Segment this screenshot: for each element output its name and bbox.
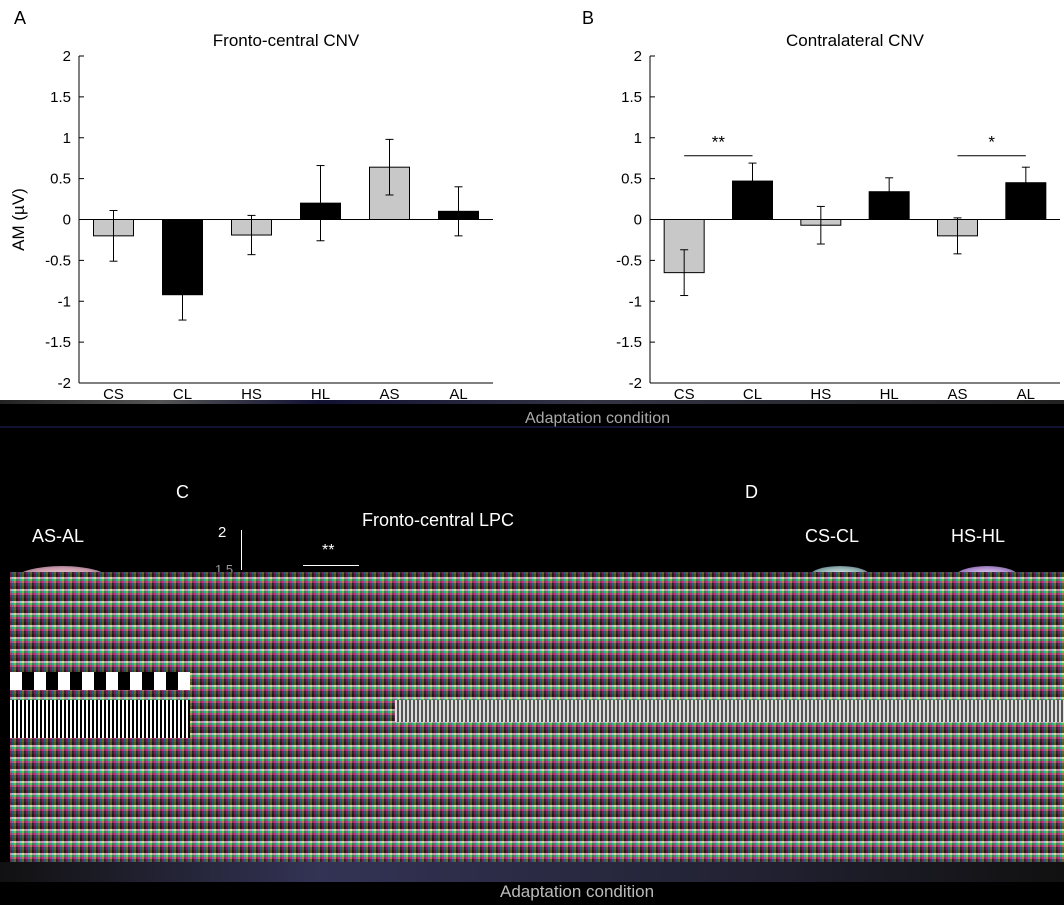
chart-b-category-label: HL (880, 386, 899, 400)
chart-b-category-label: CL (743, 386, 762, 400)
chart-a-ylabel: AM (µV) (9, 188, 28, 251)
chart-a-ytick-label: 1 (63, 130, 71, 147)
topomap-label-2: CS-CL (805, 526, 860, 546)
chart-b: -2 -1.5 -1 -0.5 0 0.5 1 1.5 2 Contralateral CNV CS… (616, 31, 1060, 403)
chart-a-ytick-label: -1 (58, 293, 71, 310)
chart-b-category-label: CS (674, 386, 695, 400)
chart-a-ytick-label: -2 (58, 375, 71, 392)
chart-b-ytick-label: 0.5 (621, 171, 642, 188)
corrupted-band (395, 700, 1064, 722)
chart-c-title: Fronto-central LPC (362, 510, 515, 530)
panel-letter-d: D (745, 482, 758, 502)
chart-b-category-label: AL (1017, 386, 1035, 400)
chart-a-title: Fronto-central CNV (213, 31, 360, 50)
chart-c-y-axis (241, 530, 242, 570)
chart-b-sig-label: ** (712, 133, 726, 152)
topomap-label-3: HS-HL (951, 526, 1006, 546)
chart-a-ytick-label: -1.5 (45, 334, 71, 351)
chart-a-category-label: HL (311, 386, 330, 400)
chart-b-ytick-label: -1 (629, 293, 642, 310)
chart-a-category-label: AL (449, 386, 467, 400)
separator-band (0, 400, 1064, 404)
chart-a-category-label: AS (379, 386, 399, 400)
chart-b-category-label: HS (810, 386, 831, 400)
chart-b-ytick-label: 2 (634, 48, 642, 65)
chart-a-ytick-label: -0.5 (45, 252, 71, 269)
chart-c-ytick-top: 2 (218, 524, 227, 541)
chart-c-sig-line (303, 565, 359, 566)
chart-a-ytick-label: 1.5 (50, 89, 71, 106)
chart-b-title: Contralateral CNV (786, 31, 925, 50)
figure-top-half: A B -2 -1.5 -1 -0.5 0 0.5 1 1.5 2 Fronto-central … (0, 0, 1064, 403)
chart-a-ytick-label: 2 (63, 48, 71, 65)
chart-a-category-label: CL (173, 386, 192, 400)
chart-a: -2 -1.5 -1 -0.5 0 0.5 1 1.5 2 Fronto-central CNV A… (9, 31, 493, 403)
separator-line (0, 426, 1064, 428)
corrupted-stripes (10, 700, 190, 738)
chart-a-ytick-label: 0 (63, 212, 71, 229)
chart-a-category-label: HS (241, 386, 262, 400)
corrupted-footer-band (0, 862, 1064, 882)
panel-letter-b: B (582, 8, 594, 28)
chart-b-ytick-label: 0 (634, 212, 642, 229)
chart-b-ytick-label: -2 (629, 375, 642, 392)
bar-charts-svg: A B -2 -1.5 -1 -0.5 0 0.5 1 1.5 2 Fronto-central … (9, 8, 1060, 403)
panel-letter-a: A (14, 8, 26, 28)
chart-a-ytick-label: 0.5 (50, 171, 71, 188)
chart-b-ytick-label: 1 (634, 130, 642, 147)
chart-b-category-label: AS (947, 386, 967, 400)
panel-letter-c: C (176, 482, 189, 502)
chart-b-ytick-label: -0.5 (616, 252, 642, 269)
chart-b-ytick-label: 1.5 (621, 89, 642, 106)
chart-a-category-label: CS (103, 386, 124, 400)
chart-b-ytick-label: -1.5 (616, 334, 642, 351)
corrupted-checker (10, 672, 190, 690)
chart-c-sig-label: ** (322, 542, 335, 559)
bottom-x-axis-label: Adaptation condition (500, 882, 655, 901)
top-x-axis-label: Adaptation condition (525, 410, 670, 427)
chart-b-sig-label: * (988, 133, 995, 152)
topomap-label-1: AS-AL (32, 526, 85, 546)
